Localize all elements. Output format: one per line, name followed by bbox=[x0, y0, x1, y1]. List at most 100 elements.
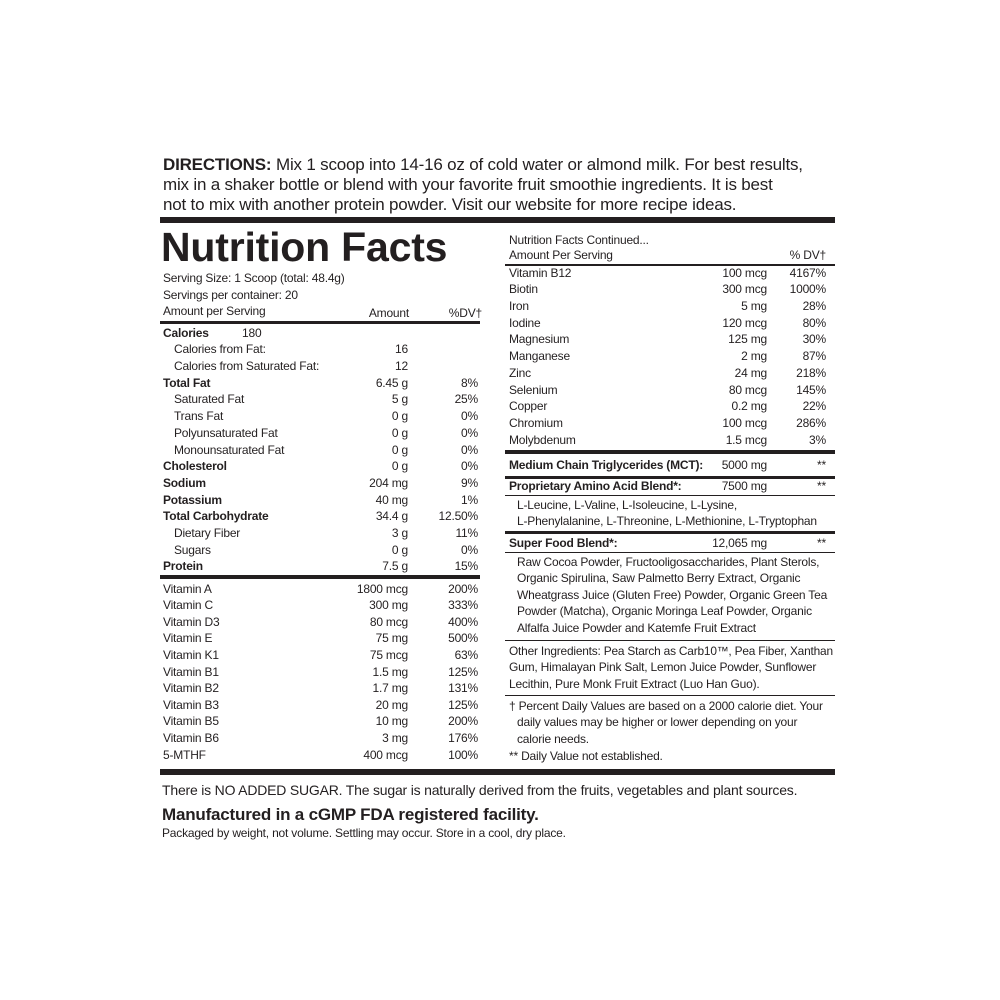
dv: 0% bbox=[461, 442, 478, 457]
nutrient: Calories from Saturated Fat: bbox=[174, 359, 320, 373]
nutrient: 5-MTHF bbox=[163, 747, 206, 762]
rule bbox=[505, 495, 835, 496]
amount: 1800 mcg bbox=[356, 581, 408, 596]
amount: 20 mg bbox=[375, 697, 409, 712]
nutrient: Molybdenum bbox=[509, 432, 576, 447]
dv: 15% bbox=[454, 559, 479, 574]
rule bbox=[505, 264, 835, 266]
rule bbox=[505, 695, 835, 696]
nutrient: Vitamin B3 bbox=[163, 697, 219, 712]
footnote: † Percent Daily Values are based on a 20… bbox=[509, 698, 823, 713]
blend-text: L-Leucine, L-Valine, L-Isoleucine, L-Lys… bbox=[517, 497, 737, 512]
footnote: daily values may be higher or lower depe… bbox=[517, 715, 798, 730]
dv: 1% bbox=[461, 492, 478, 507]
amount: 400 mcg bbox=[363, 747, 408, 762]
nutrient: Protein bbox=[163, 559, 203, 574]
directions-text: mix in a shaker bottle or blend with you… bbox=[163, 175, 773, 195]
nutrient: Vitamin A bbox=[163, 581, 212, 596]
amount: 3 g bbox=[391, 526, 408, 540]
amount: 34.4 g bbox=[375, 509, 408, 524]
amount: 1.5 mcg bbox=[725, 432, 767, 447]
nutrient: Vitamin K1 bbox=[163, 648, 219, 662]
blend-text: Organic Spirulina, Saw Palmetto Berry Ex… bbox=[517, 571, 801, 586]
header: %DV† bbox=[448, 305, 482, 320]
amount: 3 mg bbox=[382, 731, 408, 745]
nutrient: Calories from Fat: bbox=[174, 342, 266, 357]
dv: 4167% bbox=[789, 265, 827, 280]
dv: 100% bbox=[448, 747, 478, 762]
header: Amount per Serving bbox=[163, 303, 266, 318]
nutrient: Monounsaturated Fat bbox=[174, 442, 285, 457]
nutrient: Vitamin B12 bbox=[509, 265, 572, 280]
dv: 286% bbox=[796, 415, 826, 430]
blend-text: Powder (Matcha), Organic Moringa Leaf Po… bbox=[517, 604, 812, 619]
nutrient: Copper bbox=[509, 399, 548, 414]
dv: 11% bbox=[455, 526, 478, 540]
rule bbox=[160, 575, 480, 579]
ingredients: Other Ingredients: Pea Starch as Carb10™… bbox=[509, 643, 833, 658]
amount: 300 mg bbox=[369, 598, 408, 613]
amount: 5 g bbox=[391, 392, 408, 407]
amount: 1.5 mg bbox=[372, 664, 409, 679]
facts-title: Nutrition Facts bbox=[161, 224, 448, 271]
amount: 5 mg bbox=[741, 299, 767, 313]
amount: 100 mcg bbox=[722, 415, 767, 430]
rule bbox=[505, 640, 835, 641]
header: Amount bbox=[368, 305, 409, 320]
rule bbox=[505, 476, 835, 479]
nutrient: Vitamin C bbox=[163, 598, 213, 613]
nutrient: Vitamin B1 bbox=[163, 664, 219, 679]
rule bbox=[505, 531, 835, 534]
dv: 8% bbox=[461, 375, 478, 390]
dv: 0% bbox=[461, 542, 478, 557]
header: % DV† bbox=[789, 247, 827, 262]
nutrient: Zinc bbox=[509, 365, 531, 380]
amount: 0 g bbox=[391, 459, 408, 474]
blend-text: Raw Cocoa Powder, Fructooligosaccharides… bbox=[517, 554, 820, 569]
dv: 30% bbox=[802, 332, 827, 347]
continued-title: Nutrition Facts Continued... bbox=[509, 232, 649, 247]
blend-name: Super Food Blend*: bbox=[509, 535, 618, 550]
amount: 75 mcg bbox=[369, 648, 408, 662]
nutrient: Chromium bbox=[509, 415, 563, 430]
dv: 22% bbox=[802, 399, 827, 414]
amount: 7500 mg bbox=[721, 478, 768, 493]
nutrient: Selenium bbox=[509, 382, 558, 397]
nutrient: Saturated Fat bbox=[174, 392, 245, 407]
dv: ** bbox=[817, 457, 826, 472]
amount: 10 mg bbox=[375, 714, 409, 729]
amount: 16 bbox=[395, 342, 408, 357]
dv: 218% bbox=[796, 365, 826, 380]
nutrient: Vitamin E bbox=[163, 631, 213, 646]
serving-size: Serving Size: 1 Scoop (total: 48.4g) bbox=[163, 270, 345, 285]
nutrient: Magnesium bbox=[509, 332, 570, 347]
nutrient: Iron bbox=[509, 299, 529, 313]
dv: 131% bbox=[448, 681, 478, 696]
amount: 40 mg bbox=[375, 492, 409, 507]
amount: 125 mg bbox=[728, 332, 767, 347]
amount: 100 mcg bbox=[722, 265, 767, 280]
nutrient: Manganese bbox=[509, 349, 570, 364]
amount: 0.2 mg bbox=[731, 399, 768, 414]
dv: 0% bbox=[461, 425, 478, 440]
dv: 500% bbox=[448, 631, 478, 646]
amount: 2 mg bbox=[741, 349, 767, 364]
note: There is NO ADDED SUGAR. The sugar is na… bbox=[162, 782, 798, 799]
amount: 75 mg bbox=[375, 631, 409, 646]
nutrient: Total Carbohydrate bbox=[163, 509, 269, 524]
amount: 7.5 g bbox=[382, 559, 408, 574]
dv: 125% bbox=[448, 697, 478, 712]
dv: 0% bbox=[461, 409, 478, 424]
amount: 120 mcg bbox=[722, 315, 767, 330]
directions-text: Mix 1 scoop into 14-16 oz of cold water … bbox=[276, 155, 803, 175]
nutrient: Sodium bbox=[163, 475, 206, 490]
amount: 80 mcg bbox=[369, 614, 408, 629]
amount: 0 g bbox=[391, 425, 408, 440]
directions-text: not to mix with another protein powder. … bbox=[163, 195, 737, 215]
amount: 6.45 g bbox=[375, 375, 408, 390]
amount: 12 bbox=[395, 359, 408, 373]
packaging: Packaged by weight, not volume. Settling… bbox=[162, 825, 566, 840]
amount: 300 mcg bbox=[722, 282, 767, 297]
nutrient: Biotin bbox=[509, 282, 538, 297]
